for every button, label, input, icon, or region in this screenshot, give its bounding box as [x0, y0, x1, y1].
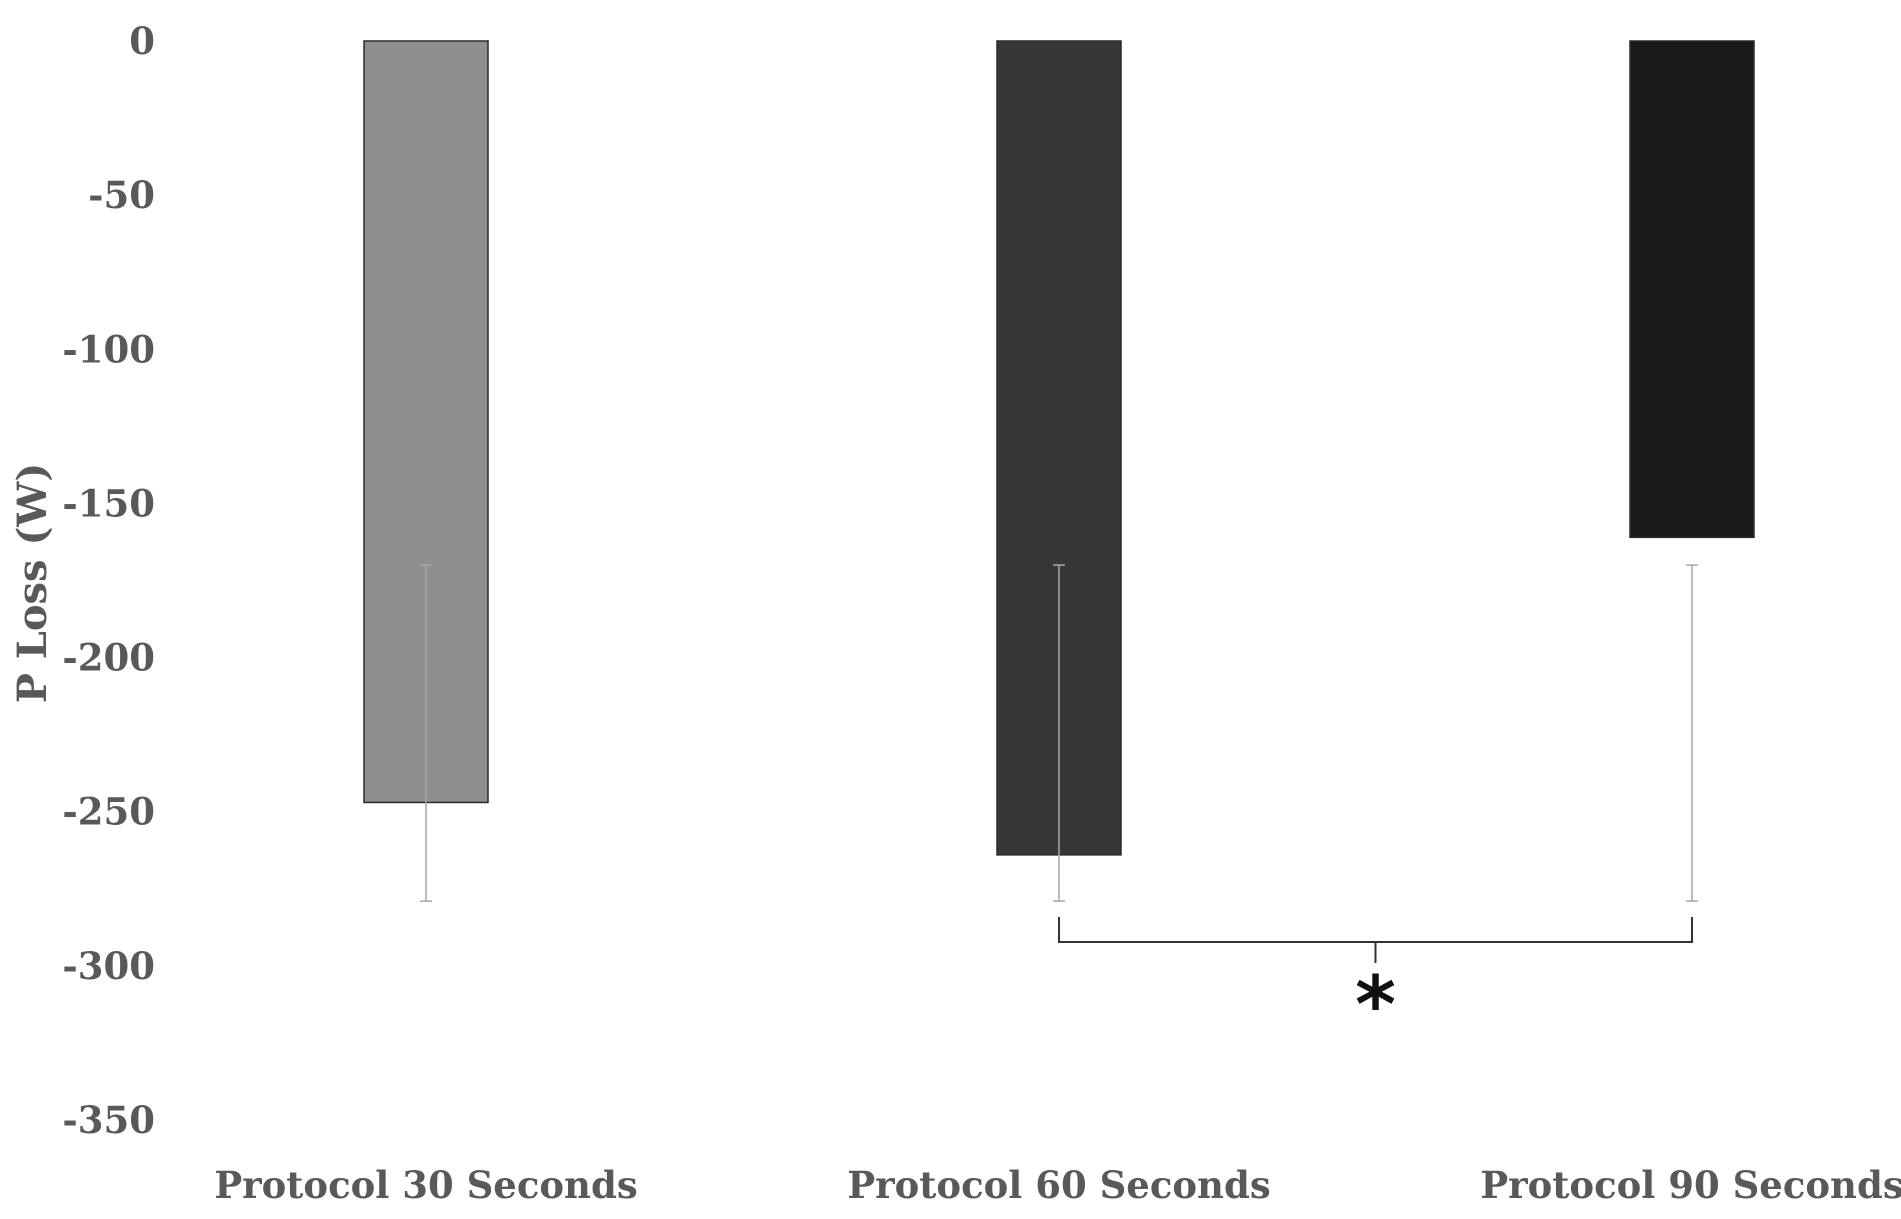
y-tick-label: -350 — [62, 1098, 155, 1142]
x-category-label: Protocol 60 Seconds — [847, 1163, 1270, 1207]
x-category-label: Protocol 30 Seconds — [214, 1163, 637, 1207]
y-axis-ticks: 0 -50 -100 -150 -200 -250 -300 -350 — [62, 19, 155, 1142]
significance-marker: * — [1355, 961, 1396, 1051]
y-axis-title: P Loss (W) — [9, 463, 56, 704]
x-axis-category-labels: Protocol 30 Seconds Protocol 60 Seconds Pr… — [214, 1163, 1901, 1207]
x-category-label: Protocol 90 Seconds — [1480, 1163, 1901, 1207]
y-tick-label: 0 — [129, 19, 155, 63]
y-tick-label: -200 — [62, 636, 155, 680]
y-tick-label: -250 — [62, 790, 155, 834]
y-tick-label: -300 — [62, 944, 155, 988]
significance-bracket: * — [1058, 917, 1693, 1051]
y-tick-label: -100 — [62, 327, 155, 371]
significance-bracket-line — [1058, 917, 1693, 963]
bar — [1629, 40, 1755, 539]
error-bars — [420, 564, 1698, 902]
y-tick-label: -50 — [88, 173, 155, 217]
y-tick-label: -150 — [62, 481, 155, 525]
